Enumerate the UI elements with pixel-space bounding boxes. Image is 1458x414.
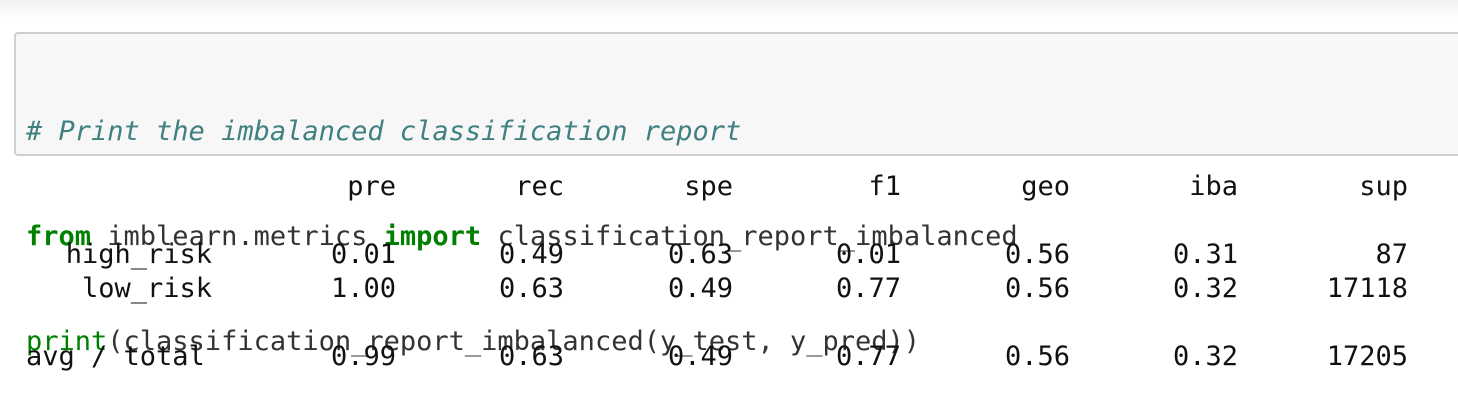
row-value: 0.63 <box>498 273 564 304</box>
row-value: 0.63 <box>667 239 733 270</box>
total-value: 0.77 <box>835 341 901 372</box>
header-rec: rec <box>515 171 564 202</box>
row-label: low_risk <box>81 273 212 304</box>
total-value: 0.56 <box>1004 341 1070 372</box>
imported-name: classification_report_imbalanced <box>481 221 1018 252</box>
header-iba: iba <box>1189 171 1238 202</box>
blank-line <box>26 204 1426 238</box>
code-cell-input[interactable]: # Print the imbalanced classification re… <box>14 32 1458 357</box>
row-value: 87 <box>1375 239 1408 270</box>
total-label: avg / total <box>26 341 205 372</box>
total-value: 0.99 <box>330 341 396 372</box>
row-value: 0.01 <box>835 239 901 270</box>
row-value: 1.00 <box>330 273 396 304</box>
total-value: 0.32 <box>1172 341 1238 372</box>
keyword-import: import <box>383 221 482 252</box>
blank-line <box>26 306 1426 340</box>
header-pre: pre <box>347 171 396 202</box>
header-spe: spe <box>684 171 733 202</box>
code-line-1: # Print the imbalanced classification re… <box>26 114 1018 149</box>
report-row-low-risk: low_risk 1.00 0.63 0.49 0.77 0.56 0.32 1… <box>26 272 1426 306</box>
row-value: 0.77 <box>835 273 901 304</box>
row-value: 0.01 <box>330 239 396 270</box>
row-value: 0.56 <box>1004 239 1070 270</box>
code-editor[interactable]: # Print the imbalanced classification re… <box>26 44 1018 414</box>
row-value: 0.49 <box>498 239 564 270</box>
total-value: 17205 <box>1326 341 1408 372</box>
row-value: 0.31 <box>1172 239 1238 270</box>
keyword-from: from <box>26 221 92 252</box>
row-value: 0.32 <box>1172 273 1238 304</box>
report-header-row: pre rec spe f1 geo iba sup <box>26 170 1426 204</box>
row-label: high_risk <box>65 239 212 270</box>
total-value: 0.49 <box>667 341 733 372</box>
code-line-3: print(classification_report_imbalanced(y… <box>26 324 1018 359</box>
header-geo: geo <box>1021 171 1070 202</box>
row-value: 0.56 <box>1004 273 1070 304</box>
header-sup: sup <box>1359 171 1408 202</box>
module-name: imblearn.metrics <box>91 221 384 252</box>
code-line-2: from imblearn.metrics import classificat… <box>26 219 1018 254</box>
code-comment: # Print the imbalanced classification re… <box>26 116 742 147</box>
row-value: 17118 <box>1326 273 1408 304</box>
report-row-total: avg / total 0.99 0.63 0.49 0.77 0.56 0.3… <box>26 340 1426 374</box>
cell-output: pre rec spe f1 geo iba sup high_risk 0.0… <box>26 170 1426 374</box>
total-value: 0.63 <box>498 341 564 372</box>
builtin-print: print <box>26 326 108 357</box>
header-f1: f1 <box>868 171 901 202</box>
row-value: 0.49 <box>667 273 733 304</box>
notebook-top-shadow <box>0 0 1458 20</box>
report-row-high-risk: high_risk 0.01 0.49 0.63 0.01 0.56 0.31 … <box>26 238 1426 272</box>
print-args: (classification_report_imbalanced(y_test… <box>107 326 921 357</box>
